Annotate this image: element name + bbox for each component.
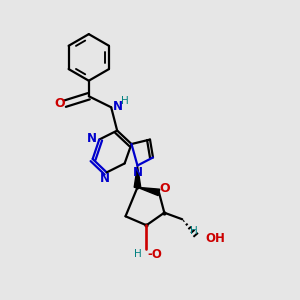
- Text: -O: -O: [147, 248, 162, 261]
- Text: H: H: [134, 249, 142, 259]
- Text: N: N: [113, 100, 123, 113]
- Polygon shape: [134, 166, 141, 187]
- Text: H: H: [121, 96, 129, 106]
- Text: O: O: [160, 182, 170, 195]
- Text: N: N: [100, 172, 110, 185]
- Text: N: N: [87, 132, 97, 145]
- Text: H: H: [190, 226, 198, 236]
- Polygon shape: [137, 187, 160, 196]
- Text: OH: OH: [206, 232, 225, 244]
- Text: N: N: [134, 166, 143, 178]
- Text: O: O: [54, 97, 65, 110]
